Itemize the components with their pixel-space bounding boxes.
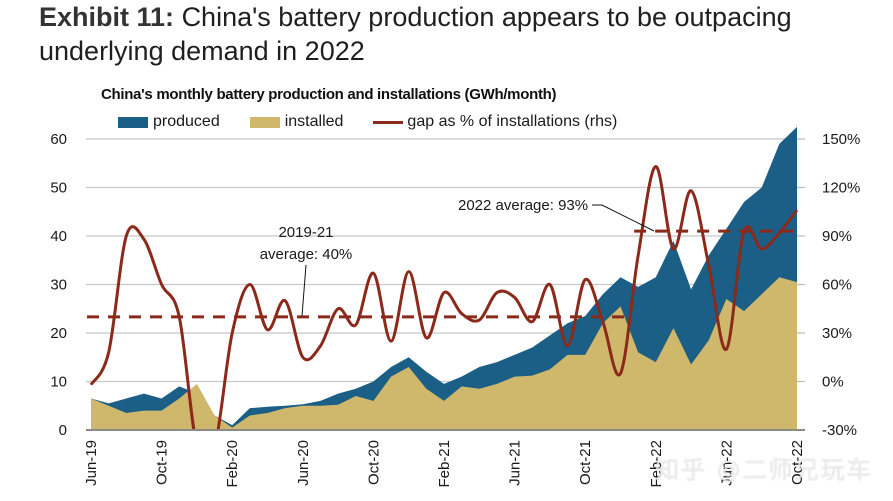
gap-line-series (89, 164, 799, 430)
legend-label-installed: installed (284, 113, 344, 130)
y2-tick-label: -30% (822, 422, 857, 439)
exhibit-label: Exhibit 11: (39, 2, 175, 32)
legend-label-produced: produced (153, 113, 220, 130)
legend-swatch-gap (373, 120, 404, 124)
legend-label-gap: gap as % of installations (rhs) (407, 113, 618, 130)
x-tick-label: Oct-22 (789, 440, 806, 485)
y2-tick-label: 120% (822, 180, 860, 197)
annotation-2019-21-line1: 2019-21 (278, 224, 333, 241)
legend-item-produced: produced (118, 113, 220, 131)
annotation-2019-21-line2: average: 40% (260, 246, 353, 263)
y-tick-label: 0 (59, 422, 67, 439)
legend-item-gap: gap as % of installations (rhs) (373, 113, 617, 131)
x-tick-label: Oct-21 (577, 440, 594, 485)
x-tick-label: Jun-21 (507, 440, 524, 486)
exhibit-title-text: China's battery production appears to be… (39, 2, 792, 66)
y2-tick-label: 30% (822, 325, 852, 342)
annotation-2019-21-leader (301, 264, 307, 317)
y-tick-label: 50 (50, 180, 67, 197)
legend-swatch-installed (249, 116, 280, 128)
y2-tick-label: 60% (822, 277, 852, 294)
axes: 0 10 20 30 40 50 60 -30% 0% 30% 60% 90% 120% 150% Jun-… (50, 131, 860, 488)
y-tick-label: 20 (50, 325, 67, 342)
y-tick-label: 10 (50, 374, 67, 391)
x-tick-label: Jun-20 (295, 440, 312, 486)
y2-tick-label: 90% (822, 228, 852, 245)
legend-swatch-produced (118, 116, 148, 128)
watermark: 知乎 @二师兄玩车 (655, 456, 873, 484)
x-tick-label: Feb-21 (436, 440, 453, 488)
y-tick-label: 40 (50, 228, 67, 245)
x-tick-label: Oct-19 (154, 440, 171, 485)
x-tick-label: Feb-22 (648, 440, 665, 488)
y2-tick-label: 0% (822, 374, 844, 391)
x-tick-label: Oct-20 (365, 440, 382, 485)
y-tick-label: 60 (50, 131, 67, 148)
chart-title: China's monthly battery production and i… (101, 86, 557, 103)
annotations: 2019-21 average: 40% 2022 average: 93% (260, 197, 655, 317)
x-tick-label: Jun-19 (83, 440, 100, 486)
gap-line (89, 164, 799, 430)
exhibit-title: Exhibit 11: China's battery production a… (39, 0, 889, 68)
y-tick-label: 30 (50, 277, 67, 294)
legend-item-installed: installed (249, 113, 344, 131)
area-series (91, 126, 797, 430)
y2-tick-label: 150% (822, 131, 860, 148)
x-tick-label: Feb-20 (224, 440, 241, 488)
legend: produced installed gap as % of installat… (118, 111, 647, 133)
annotation-2022-text: 2022 average: 93% (458, 197, 588, 214)
annotation-2022-leader (592, 204, 655, 232)
x-tick-label: Jun-22 (718, 440, 735, 486)
